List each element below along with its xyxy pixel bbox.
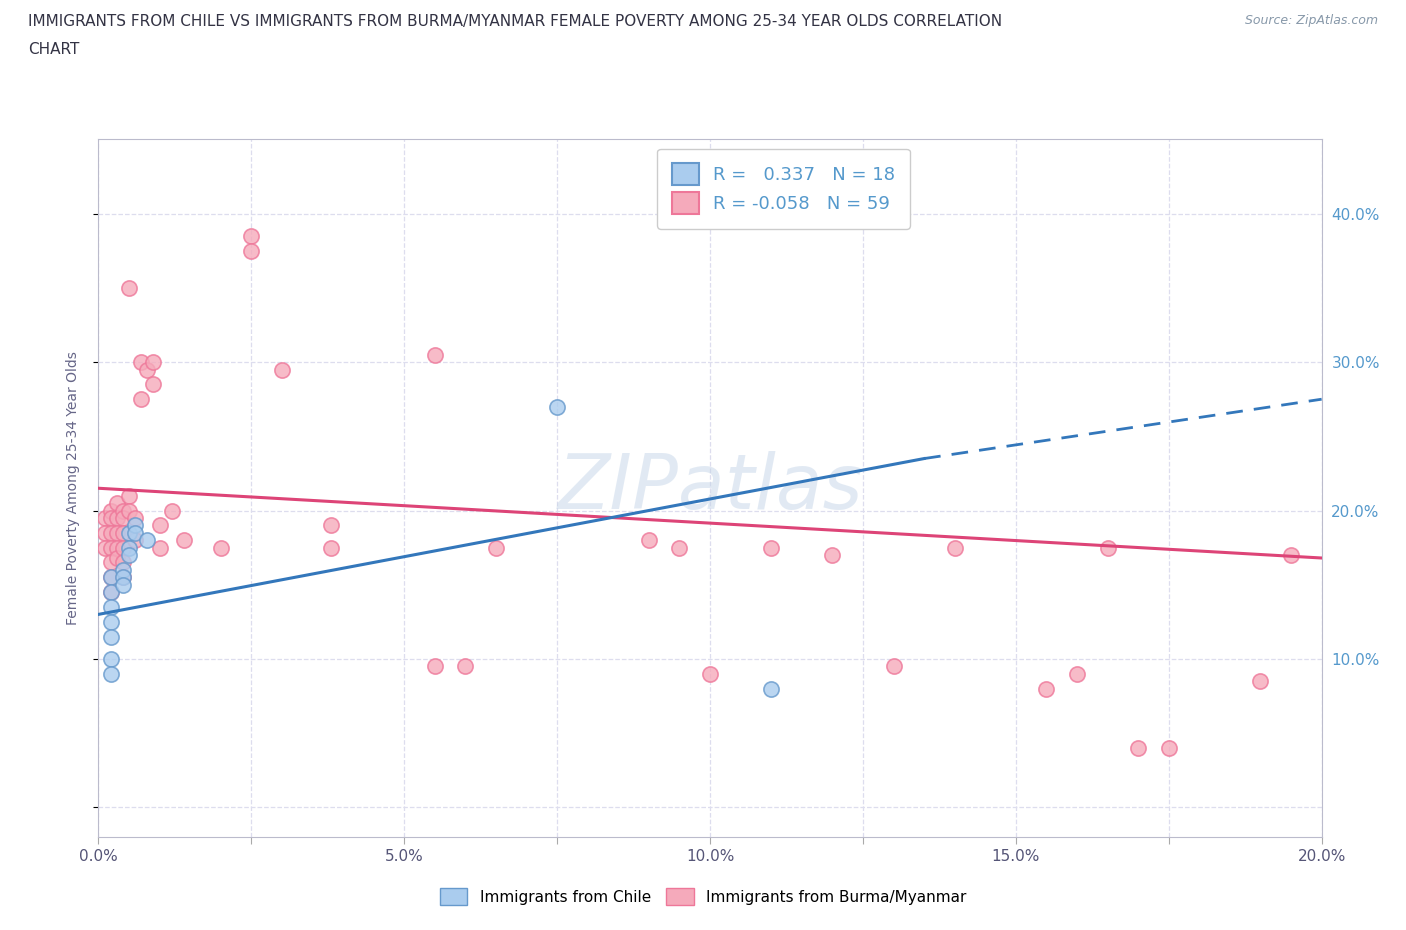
Point [129,354,152,369]
Point [118,548,141,563]
Point [100,585,122,600]
Text: CHART: CHART [28,42,80,57]
Point [1249,673,1271,688]
Point [124,518,146,533]
Point [124,511,146,525]
Point [93,540,115,555]
Point [129,392,152,406]
Point [485,540,508,555]
Point [105,511,128,525]
Point [118,281,141,296]
Legend: R =   0.337   N = 18, R = -0.058   N = 59: R = 0.337 N = 18, R = -0.058 N = 59 [657,149,910,229]
Point [100,503,122,518]
Point [668,540,690,555]
Point [270,362,292,377]
Point [1157,740,1180,755]
Point [118,525,141,540]
Point [118,540,141,555]
Point [93,525,115,540]
Point [105,551,128,565]
Text: ZIPatlas: ZIPatlas [557,451,863,525]
Point [93,511,115,525]
Point [111,570,134,585]
Point [1035,681,1057,696]
Point [319,540,342,555]
Point [240,229,263,244]
Point [759,540,782,555]
Point [209,540,232,555]
Point [319,518,342,533]
Point [142,377,165,392]
Point [105,496,128,511]
Point [111,555,134,570]
Point [111,525,134,540]
Point [943,540,966,555]
Point [118,488,141,503]
Point [111,563,134,578]
Point [240,244,263,259]
Point [1128,740,1150,755]
Point [142,354,165,369]
Point [160,503,183,518]
Point [1066,666,1088,681]
Point [699,666,721,681]
Point [423,658,446,673]
Text: Source: ZipAtlas.com: Source: ZipAtlas.com [1244,14,1378,27]
Text: IMMIGRANTS FROM CHILE VS IMMIGRANTS FROM BURMA/MYANMAR FEMALE POVERTY AMONG 25-3: IMMIGRANTS FROM CHILE VS IMMIGRANTS FROM… [28,14,1002,29]
Point [454,658,477,673]
Point [100,615,122,630]
Point [105,525,128,540]
Point [100,630,122,644]
Point [1097,540,1119,555]
Point [173,533,195,548]
Point [100,525,122,540]
Point [149,540,172,555]
Point [100,666,122,681]
Point [423,347,446,362]
Point [111,511,134,525]
Point [637,533,661,548]
Point [124,525,146,540]
Y-axis label: Female Poverty Among 25-34 Year Olds: Female Poverty Among 25-34 Year Olds [66,352,80,625]
Point [111,578,134,592]
Point [100,570,122,585]
Point [111,570,134,585]
Point [100,511,122,525]
Point [136,362,159,377]
Point [105,540,128,555]
Point [111,503,134,518]
Point [118,503,141,518]
Point [759,681,782,696]
Point [149,518,172,533]
Point [111,540,134,555]
Point [100,600,122,615]
Point [821,548,844,563]
Point [136,533,159,548]
Point [124,533,146,548]
Point [100,652,122,667]
Legend: Immigrants from Chile, Immigrants from Burma/Myanmar: Immigrants from Chile, Immigrants from B… [432,880,974,913]
Point [1279,548,1302,563]
Point [100,570,122,585]
Point [100,540,122,555]
Point [883,658,905,673]
Point [100,585,122,600]
Point [546,399,568,414]
Point [100,555,122,570]
